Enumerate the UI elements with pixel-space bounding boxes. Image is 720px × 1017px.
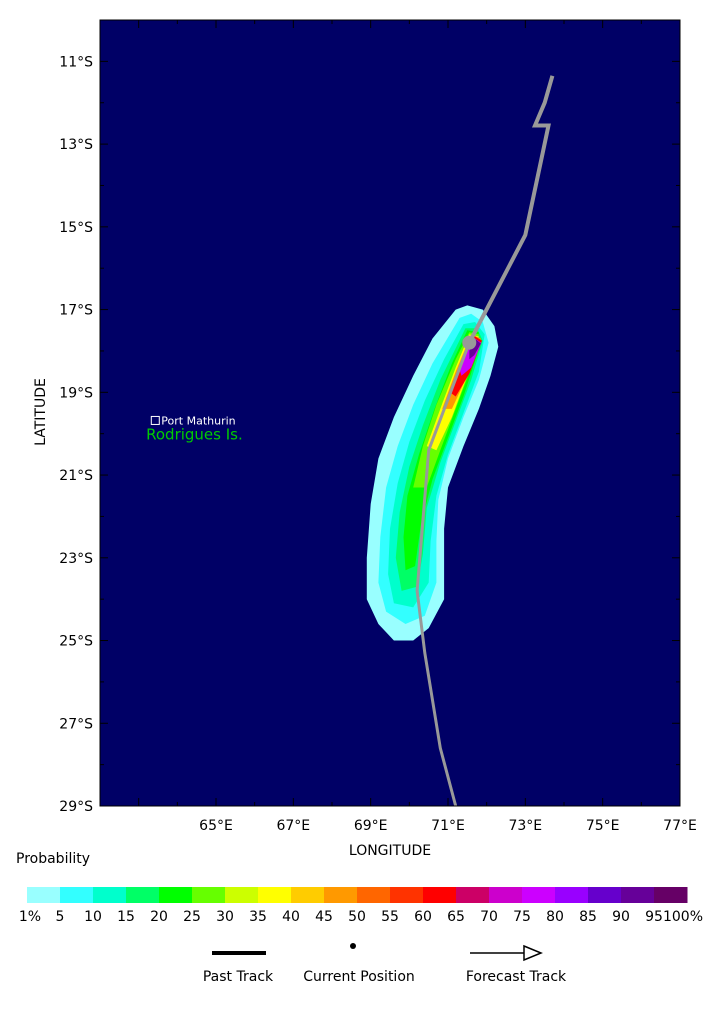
x-tick-label: 75°E [586, 818, 620, 834]
legend-swatch [621, 887, 655, 903]
rodrigues-label: Rodrigues Is. [146, 426, 243, 444]
probability-region [469, 339, 481, 360]
legend-swatch [423, 887, 457, 903]
legend-title: Probability [16, 851, 90, 867]
legend-label: 25 [183, 909, 201, 925]
legend-label: 80 [546, 909, 564, 925]
legend-label: 75 [513, 909, 531, 925]
past-track [467, 75, 555, 344]
legend-label: 35 [249, 909, 267, 925]
x-tick-label: 65°E [199, 818, 233, 834]
legend-label: 40 [282, 909, 300, 925]
x-axis-label: LONGITUDE [349, 843, 431, 859]
track-key: Past Track Current Position Forecast Tra… [203, 943, 567, 985]
legend-swatch [390, 887, 424, 903]
legend-swatch [258, 887, 292, 903]
legend-label: 100% [663, 909, 703, 925]
port-mathurin-marker [150, 415, 160, 425]
y-tick-label: 13°S [59, 137, 93, 153]
legend-swatch [60, 887, 94, 903]
legend-swatch [126, 887, 160, 903]
legend-swatch [456, 887, 490, 903]
map-axes: 65°E 67°E 69°E 71°E 73°E 75°E 77°E 11°S 13°S 15°S… [59, 19, 697, 834]
forecast-track [415, 342, 471, 806]
current-position-symbol [350, 943, 356, 949]
x-tick-label: 73°E [508, 818, 542, 834]
legend-label: 1% [19, 909, 41, 925]
legend-swatch [357, 887, 391, 903]
legend-label: 15 [117, 909, 135, 925]
map-background [100, 20, 680, 806]
legend-swatch [489, 887, 523, 903]
legend-swatch [159, 887, 193, 903]
legend-label: 50 [348, 909, 366, 925]
y-tick-label: 15°S [59, 220, 93, 236]
legend-label: 55 [381, 909, 399, 925]
legend-swatch [93, 887, 127, 903]
legend-swatch [225, 887, 259, 903]
plot-frame [99, 19, 681, 807]
legend-label: 70 [480, 909, 498, 925]
legend-label: 45 [315, 909, 333, 925]
port-mathurin-label: Port Mathurin [161, 414, 235, 427]
legend-swatch [555, 887, 589, 903]
legend-swatch [27, 887, 61, 903]
y-axis-label: LATITUDE [33, 378, 49, 446]
legend-label: 65 [447, 909, 465, 925]
legend-swatch [588, 887, 622, 903]
past-track-label: Past Track [203, 969, 274, 985]
legend-swatch [654, 887, 688, 903]
x-tick-label: 77°E [663, 818, 697, 834]
forecast-track-label: Forecast Track [466, 969, 567, 985]
probability-legend: 1% 5 10 15 20 25 30 35 40 45 50 55 60 65 70 75 80 85 90 95 1… [19, 887, 703, 925]
legend-swatch [522, 887, 556, 903]
y-tick-label: 17°S [59, 303, 93, 319]
legend-label: 20 [150, 909, 168, 925]
current-position-marker [462, 335, 477, 350]
legend-label: 5 [56, 909, 65, 925]
y-tick-label: 21°S [59, 468, 93, 484]
y-tick-label: 27°S [59, 716, 93, 732]
y-tick-label: 19°S [59, 385, 93, 401]
y-tick-label: 29°S [59, 799, 93, 815]
legend-label: 60 [414, 909, 432, 925]
x-tick-label: 69°E [354, 818, 388, 834]
current-position-label: Current Position [303, 969, 415, 985]
legend-label: 85 [579, 909, 597, 925]
y-tick-label: 25°S [59, 634, 93, 650]
x-tick-label: 71°E [431, 818, 465, 834]
legend-label: 90 [612, 909, 630, 925]
y-tick-label: 23°S [59, 551, 93, 567]
legend-label: 10 [84, 909, 102, 925]
x-tick-label: 67°E [276, 818, 310, 834]
legend-swatch [291, 887, 325, 903]
legend-label: 30 [216, 909, 234, 925]
legend-swatch [324, 887, 358, 903]
y-tick-label: 11°S [59, 54, 93, 70]
forecast-track-symbol [470, 944, 543, 962]
legend-label: 95 [645, 909, 663, 925]
legend-swatch [192, 887, 226, 903]
